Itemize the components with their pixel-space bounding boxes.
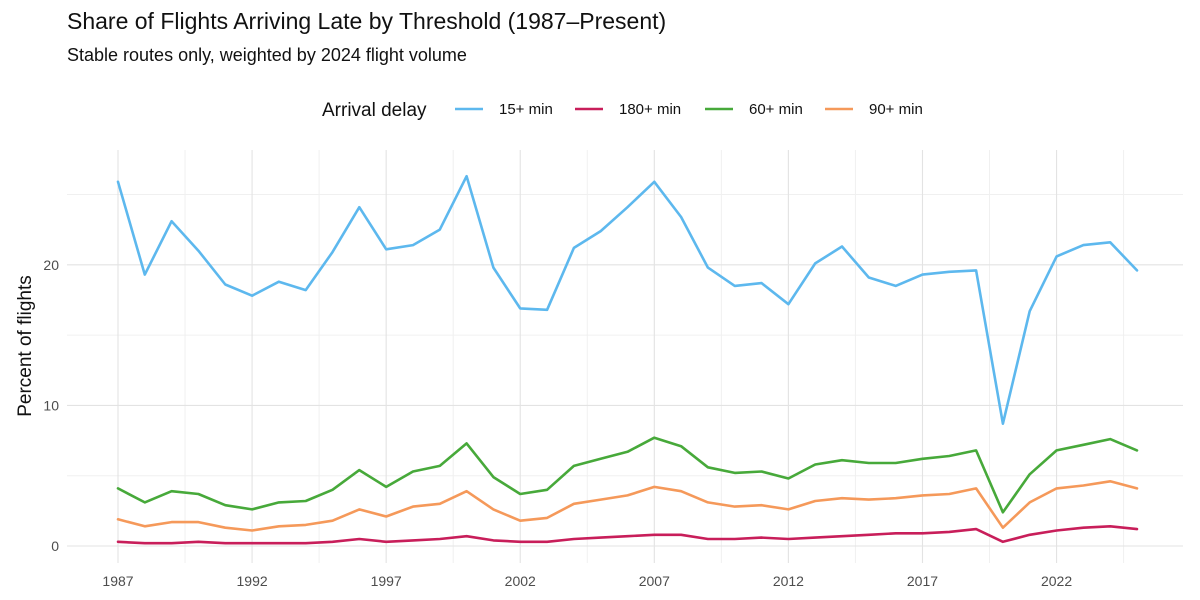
series-line-60-min bbox=[116, 436, 1139, 514]
series-line-90-min bbox=[116, 479, 1139, 532]
series-lines bbox=[116, 174, 1139, 545]
y-tick-label: 10 bbox=[43, 397, 59, 413]
x-tick-label: 2002 bbox=[505, 573, 536, 589]
legend-entry: 15+ min bbox=[499, 101, 553, 118]
legend: Arrival delay 15+ min 180+ min 60+ min 90+ … bbox=[322, 100, 923, 121]
x-tick-label: 1997 bbox=[371, 573, 402, 589]
x-tick-label: 2007 bbox=[639, 573, 670, 589]
grid bbox=[67, 150, 1183, 563]
legend-entry: 90+ min bbox=[869, 101, 923, 118]
x-tick-label: 2017 bbox=[907, 573, 938, 589]
chart-title: Share of Flights Arriving Late by Thresh… bbox=[67, 8, 667, 34]
x-tick-label: 1987 bbox=[102, 573, 133, 589]
chart-subtitle: Stable routes only, weighted by 2024 fli… bbox=[67, 45, 467, 65]
y-tick-label: 20 bbox=[43, 257, 59, 273]
y-axis-label: Percent of flights bbox=[15, 275, 36, 417]
x-tick-label: 1992 bbox=[237, 573, 268, 589]
x-tick-label: 2022 bbox=[1041, 573, 1072, 589]
legend-entry: 60+ min bbox=[749, 101, 803, 118]
x-tick-label: 2012 bbox=[773, 573, 804, 589]
legend-entry: 180+ min bbox=[619, 101, 681, 118]
y-tick-label: 0 bbox=[51, 538, 59, 554]
series-line-180-min bbox=[116, 524, 1139, 545]
legend-title: Arrival delay bbox=[322, 100, 427, 121]
axes: 0 10 20 1987 1992 1997 2002 2007 2012 2017 2022 bbox=[43, 257, 1072, 589]
series-line-15-min bbox=[116, 174, 1139, 426]
